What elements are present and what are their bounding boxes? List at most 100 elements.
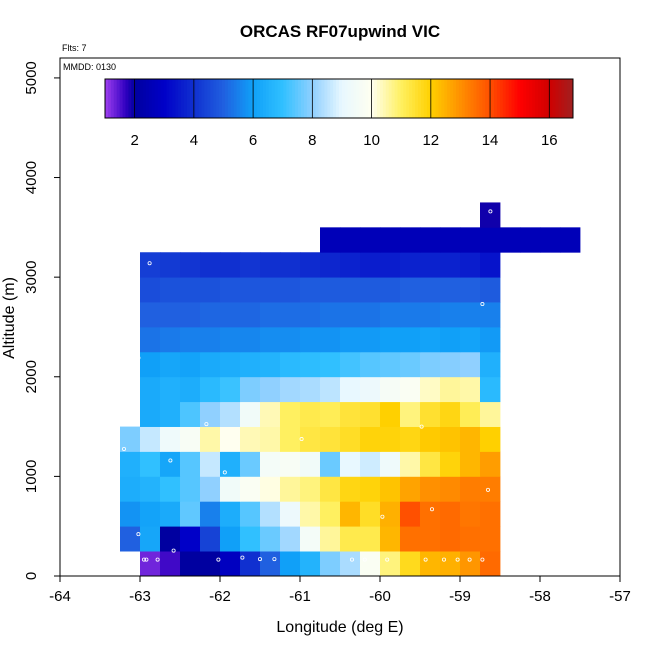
heatmap-cell bbox=[460, 401, 481, 427]
heatmap-cell bbox=[300, 252, 321, 278]
heatmap-cell bbox=[140, 501, 161, 527]
colorbar-segment bbox=[289, 79, 293, 118]
sample-points bbox=[122, 209, 493, 562]
heatmap-cell bbox=[440, 252, 461, 278]
colorbar-segment bbox=[388, 79, 393, 118]
colorbar-segment bbox=[248, 79, 252, 118]
colorbar-tick-label: 10 bbox=[363, 132, 380, 149]
heatmap-cells bbox=[120, 202, 581, 577]
colorbar-segment bbox=[268, 79, 273, 118]
heatmap-cell bbox=[200, 351, 221, 378]
colorbar-segment bbox=[306, 79, 311, 118]
heatmap-cell bbox=[420, 526, 441, 552]
colorbar-segment bbox=[195, 79, 200, 118]
colorbar-segment bbox=[324, 79, 328, 118]
heatmap-cell bbox=[480, 551, 501, 577]
heatmap-cell bbox=[400, 426, 421, 452]
heatmap-cell bbox=[160, 277, 181, 303]
colorbar-segment bbox=[254, 79, 258, 118]
heatmap-cell bbox=[480, 326, 501, 353]
heatmap-cell bbox=[120, 526, 141, 552]
colorbar-segment bbox=[257, 79, 261, 118]
heatmap-cell bbox=[260, 451, 281, 477]
heatmap-cell bbox=[360, 277, 381, 303]
colorbar-segment bbox=[534, 79, 539, 118]
colorbar-segment bbox=[362, 79, 366, 118]
colorbar-segment bbox=[526, 79, 530, 118]
sample-point bbox=[122, 446, 127, 451]
colorbar-segment bbox=[438, 79, 442, 118]
heatmap-cell bbox=[440, 277, 461, 303]
heatmap-cell bbox=[200, 277, 221, 303]
sample-point bbox=[455, 557, 460, 562]
colorbar-segment bbox=[292, 79, 296, 118]
sample-point bbox=[257, 557, 262, 562]
colorbar-segment bbox=[265, 79, 270, 118]
colorbar-segment bbox=[356, 79, 360, 118]
colorbar-segment bbox=[183, 79, 188, 118]
colorbar-segment bbox=[379, 79, 384, 118]
colorbar-segment bbox=[140, 79, 144, 118]
colorbar-segment bbox=[558, 79, 562, 118]
colorbar-segment bbox=[175, 79, 179, 118]
heatmap-cell bbox=[440, 551, 461, 577]
heatmap-cell bbox=[340, 351, 361, 378]
colorbar-segment bbox=[403, 79, 407, 118]
heatmap-cell bbox=[280, 551, 301, 577]
heatmap-cell bbox=[220, 376, 241, 403]
heatmap-cell bbox=[320, 376, 341, 403]
heatmap-cell bbox=[240, 476, 261, 502]
colorbar-segment bbox=[210, 79, 214, 118]
colorbar-segment bbox=[166, 79, 170, 118]
colorbar-segment bbox=[564, 79, 568, 118]
heatmap-cell bbox=[120, 501, 141, 527]
colorbar-segment bbox=[464, 79, 469, 118]
colorbar-segment bbox=[371, 79, 375, 118]
colorbar-segment bbox=[476, 79, 480, 118]
heatmap-cell bbox=[480, 476, 501, 502]
heatmap-cell bbox=[480, 401, 501, 427]
colorbar-tick-label: 12 bbox=[422, 132, 439, 149]
colorbar-segment bbox=[312, 79, 317, 118]
colorbar-segment bbox=[315, 79, 320, 118]
colorbar-segment bbox=[163, 79, 167, 118]
heatmap-cell bbox=[240, 277, 261, 303]
colorbar-segment bbox=[426, 79, 431, 118]
heatmap-cell bbox=[180, 501, 201, 527]
colorbar-segment bbox=[128, 79, 132, 118]
heatmap-cell bbox=[160, 351, 181, 378]
heatmap-cell bbox=[360, 351, 381, 378]
colorbar-segment bbox=[216, 79, 220, 118]
heatmap-cell bbox=[140, 476, 161, 502]
heatmap-cell bbox=[420, 451, 441, 477]
sample-point bbox=[136, 532, 141, 537]
colorbar-segment bbox=[473, 79, 477, 118]
heatmap-cell bbox=[380, 351, 401, 378]
colorbar-segment bbox=[181, 79, 185, 118]
heatmap-cell bbox=[400, 476, 421, 502]
heatmap-cell bbox=[440, 476, 461, 502]
colorbar-segment bbox=[485, 79, 489, 118]
sample-point bbox=[171, 548, 176, 553]
heatmap-cell bbox=[300, 376, 321, 403]
heatmap-cell bbox=[440, 401, 461, 427]
heatmap-cell bbox=[160, 326, 181, 353]
heatmap-cell bbox=[140, 426, 161, 452]
heatmap-cell bbox=[300, 501, 321, 527]
heatmap-cell bbox=[260, 476, 281, 502]
heatmap-cell bbox=[320, 351, 341, 378]
heatmap-cell bbox=[460, 526, 481, 552]
colorbar-tick-label: 4 bbox=[190, 132, 198, 149]
heatmap-cell bbox=[440, 326, 461, 353]
sample-point bbox=[144, 557, 149, 562]
heatmap-cell bbox=[520, 227, 541, 253]
colorbar-segment bbox=[286, 79, 290, 118]
colorbar-segment bbox=[327, 79, 331, 118]
sample-point bbox=[222, 470, 227, 475]
heatmap-cell bbox=[180, 351, 201, 378]
heatmap-cell bbox=[480, 351, 501, 378]
heatmap-cell bbox=[300, 551, 321, 577]
colorbar-segment bbox=[385, 79, 390, 118]
heatmap-cell bbox=[280, 451, 301, 477]
